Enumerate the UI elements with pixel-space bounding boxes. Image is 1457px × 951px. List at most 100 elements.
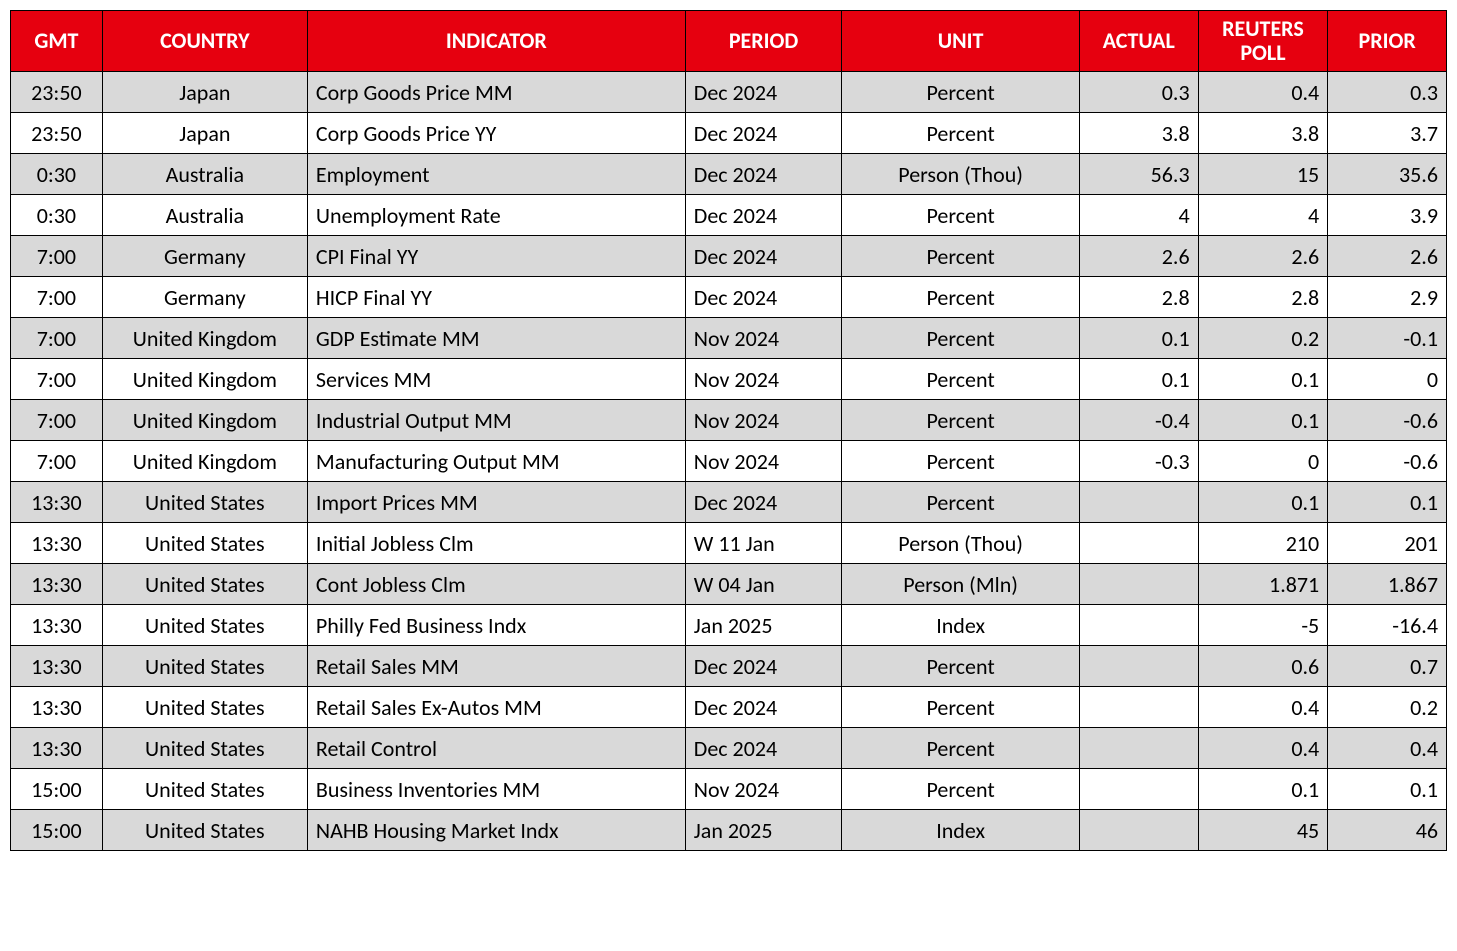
cell-prior: 0.7 [1328, 646, 1447, 687]
cell-actual: 0.1 [1079, 359, 1198, 400]
cell-period: Dec 2024 [685, 277, 842, 318]
cell-unit: Percent [842, 728, 1080, 769]
cell-unit: Index [842, 810, 1080, 851]
cell-country: United States [102, 564, 307, 605]
table-row: 0:30AustraliaEmploymentDec 2024Person (T… [11, 154, 1447, 195]
cell-period: Nov 2024 [685, 769, 842, 810]
cell-poll: 2.8 [1198, 277, 1328, 318]
cell-poll: 0.6 [1198, 646, 1328, 687]
cell-gmt: 15:00 [11, 769, 103, 810]
cell-indicator: CPI Final YY [307, 236, 685, 277]
cell-period: W 11 Jan [685, 523, 842, 564]
cell-gmt: 13:30 [11, 564, 103, 605]
cell-country: United States [102, 523, 307, 564]
cell-actual: 3.8 [1079, 113, 1198, 154]
cell-unit: Percent [842, 482, 1080, 523]
cell-poll: -5 [1198, 605, 1328, 646]
cell-actual [1079, 728, 1198, 769]
cell-indicator: Corp Goods Price MM [307, 72, 685, 113]
cell-period: Jan 2025 [685, 810, 842, 851]
cell-gmt: 7:00 [11, 277, 103, 318]
cell-actual [1079, 482, 1198, 523]
cell-country: Japan [102, 72, 307, 113]
cell-period: Nov 2024 [685, 318, 842, 359]
col-header-period: PERIOD [685, 11, 842, 72]
cell-country: United States [102, 687, 307, 728]
cell-poll: 0.1 [1198, 359, 1328, 400]
cell-poll: 0.2 [1198, 318, 1328, 359]
cell-actual [1079, 605, 1198, 646]
table-row: 13:30United StatesCont Jobless ClmW 04 J… [11, 564, 1447, 605]
cell-indicator: Initial Jobless Clm [307, 523, 685, 564]
cell-period: Jan 2025 [685, 605, 842, 646]
cell-actual [1079, 769, 1198, 810]
cell-prior: -16.4 [1328, 605, 1447, 646]
cell-unit: Percent [842, 318, 1080, 359]
table-body: 23:50JapanCorp Goods Price MMDec 2024Per… [11, 72, 1447, 851]
cell-poll: 0.1 [1198, 482, 1328, 523]
cell-prior: 2.9 [1328, 277, 1447, 318]
cell-country: United States [102, 728, 307, 769]
cell-prior: 3.7 [1328, 113, 1447, 154]
economic-calendar-table: GMT COUNTRY INDICATOR PERIOD UNIT ACTUAL… [10, 10, 1447, 851]
cell-actual: 2.8 [1079, 277, 1198, 318]
cell-prior: 2.6 [1328, 236, 1447, 277]
table-row: 7:00United KingdomGDP Estimate MMNov 202… [11, 318, 1447, 359]
cell-country: Japan [102, 113, 307, 154]
cell-country: Australia [102, 195, 307, 236]
cell-unit: Index [842, 605, 1080, 646]
cell-actual: 4 [1079, 195, 1198, 236]
cell-gmt: 7:00 [11, 400, 103, 441]
cell-poll: 0.4 [1198, 687, 1328, 728]
cell-gmt: 7:00 [11, 318, 103, 359]
cell-period: Nov 2024 [685, 441, 842, 482]
cell-indicator: GDP Estimate MM [307, 318, 685, 359]
cell-gmt: 7:00 [11, 236, 103, 277]
cell-poll: 0.1 [1198, 769, 1328, 810]
cell-country: Australia [102, 154, 307, 195]
cell-indicator: Retail Sales MM [307, 646, 685, 687]
cell-prior: 0.3 [1328, 72, 1447, 113]
cell-period: Nov 2024 [685, 359, 842, 400]
cell-unit: Percent [842, 769, 1080, 810]
cell-prior: 201 [1328, 523, 1447, 564]
cell-actual [1079, 810, 1198, 851]
cell-indicator: Manufacturing Output MM [307, 441, 685, 482]
cell-unit: Percent [842, 236, 1080, 277]
cell-prior: -0.6 [1328, 400, 1447, 441]
cell-prior: 0.1 [1328, 769, 1447, 810]
cell-gmt: 13:30 [11, 482, 103, 523]
table-row: 23:50JapanCorp Goods Price YYDec 2024Per… [11, 113, 1447, 154]
cell-poll: 15 [1198, 154, 1328, 195]
cell-poll: 3.8 [1198, 113, 1328, 154]
cell-indicator: Philly Fed Business Indx [307, 605, 685, 646]
cell-prior: -0.1 [1328, 318, 1447, 359]
cell-period: Dec 2024 [685, 687, 842, 728]
cell-indicator: Cont Jobless Clm [307, 564, 685, 605]
table-row: 7:00United KingdomManufacturing Output M… [11, 441, 1447, 482]
cell-gmt: 15:00 [11, 810, 103, 851]
cell-gmt: 0:30 [11, 195, 103, 236]
cell-actual: -0.3 [1079, 441, 1198, 482]
cell-poll: 210 [1198, 523, 1328, 564]
cell-country: United States [102, 769, 307, 810]
cell-unit: Percent [842, 646, 1080, 687]
cell-period: Dec 2024 [685, 236, 842, 277]
cell-actual [1079, 646, 1198, 687]
cell-country: Germany [102, 236, 307, 277]
col-header-gmt: GMT [11, 11, 103, 72]
cell-country: United States [102, 810, 307, 851]
cell-gmt: 13:30 [11, 605, 103, 646]
cell-indicator: Employment [307, 154, 685, 195]
cell-indicator: HICP Final YY [307, 277, 685, 318]
table-row: 15:00United StatesBusiness Inventories M… [11, 769, 1447, 810]
cell-period: Dec 2024 [685, 482, 842, 523]
cell-prior: 3.9 [1328, 195, 1447, 236]
cell-period: Nov 2024 [685, 400, 842, 441]
cell-actual: 56.3 [1079, 154, 1198, 195]
cell-period: Dec 2024 [685, 113, 842, 154]
table-row: 7:00GermanyCPI Final YYDec 2024Percent 2.… [11, 236, 1447, 277]
cell-country: Germany [102, 277, 307, 318]
cell-gmt: 13:30 [11, 523, 103, 564]
table-row: 13:30United StatesRetail Sales MMDec 202… [11, 646, 1447, 687]
